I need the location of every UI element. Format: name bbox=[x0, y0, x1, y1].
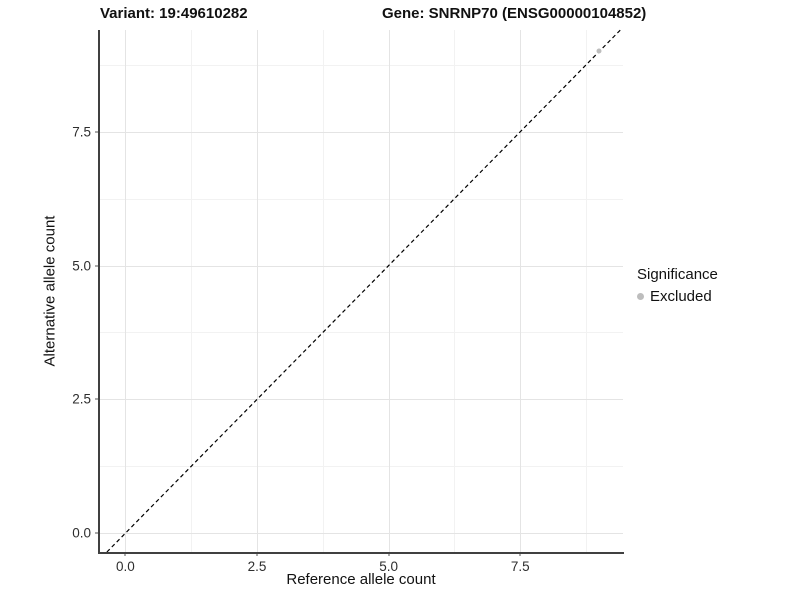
x-axis-tick bbox=[388, 552, 390, 556]
minor-gridline-horizontal bbox=[99, 466, 623, 468]
major-gridline-vertical bbox=[388, 30, 390, 552]
y-axis-tick-label: 0.0 bbox=[72, 525, 91, 541]
x-axis-tick bbox=[124, 552, 126, 556]
y-axis-tick bbox=[95, 398, 99, 400]
x-axis-tick-label: 0.0 bbox=[115, 559, 135, 574]
x-axis-tick-label: 2.5 bbox=[247, 559, 267, 574]
major-gridline-horizontal bbox=[99, 131, 623, 133]
gene-title: Gene: SNRNP70 (ENSG00000104852) bbox=[382, 5, 647, 22]
x-axis-tick bbox=[519, 552, 521, 556]
legend-items: Excluded bbox=[637, 288, 718, 305]
plot-panel: 0.0 2.5 5.0 7.5 0.0 2.5 5.0 7.5 bbox=[72, 29, 623, 574]
major-gridline-vertical bbox=[125, 30, 127, 552]
minor-gridline-horizontal bbox=[99, 332, 623, 334]
y-axis-tick bbox=[95, 532, 99, 534]
minor-gridline-horizontal bbox=[99, 64, 623, 66]
data-point-excluded bbox=[596, 48, 602, 54]
y-axis-tick-label: 7.5 bbox=[72, 124, 91, 140]
identity-reference-line bbox=[106, 29, 621, 553]
legend: Significance Excluded bbox=[637, 266, 718, 305]
major-gridline-horizontal bbox=[99, 265, 623, 267]
minor-gridline-vertical bbox=[586, 30, 588, 552]
x-axis-tick-label: 5.0 bbox=[379, 559, 399, 574]
y-axis-tick bbox=[95, 131, 99, 133]
y-axis-tick-label: 5.0 bbox=[72, 258, 91, 274]
y-axis-line bbox=[98, 30, 100, 553]
x-axis-tick-label: 7.5 bbox=[510, 559, 530, 574]
major-gridline-horizontal bbox=[99, 533, 623, 535]
major-gridline-horizontal bbox=[99, 399, 623, 401]
minor-gridline-horizontal bbox=[99, 198, 623, 200]
legend-title: Significance bbox=[637, 266, 718, 283]
x-axis-tick bbox=[256, 552, 258, 556]
x-axis-line bbox=[98, 552, 624, 554]
x-axis-title: Reference allele count bbox=[286, 571, 436, 588]
major-gridline-vertical bbox=[520, 30, 522, 552]
y-axis-title: Alternative allele count bbox=[41, 215, 59, 367]
minor-gridline-vertical bbox=[191, 30, 193, 552]
legend-point-icon bbox=[637, 293, 644, 300]
y-axis-tick-label: 2.5 bbox=[72, 391, 91, 407]
variant-title: Variant: 19:49610282 bbox=[100, 5, 248, 22]
minor-gridline-vertical bbox=[322, 30, 324, 552]
minor-gridline-vertical bbox=[454, 30, 456, 552]
major-gridline-vertical bbox=[256, 30, 258, 552]
y-axis-tick bbox=[95, 265, 99, 267]
legend-item-label: Excluded bbox=[650, 288, 712, 305]
legend-item-excluded: Excluded bbox=[637, 288, 718, 305]
